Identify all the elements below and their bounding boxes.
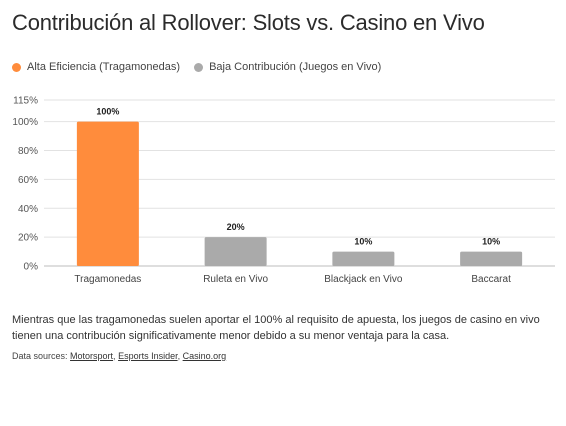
bar xyxy=(460,251,523,266)
bar xyxy=(332,251,395,266)
y-tick-label: 100% xyxy=(12,117,38,128)
x-tick-label: Ruleta en Vivo xyxy=(203,274,268,285)
source-link-casino-org[interactable]: Casino.org xyxy=(182,351,227,361)
x-tick-label: Blackjack en Vivo xyxy=(324,274,403,285)
x-tick-label: Tragamonedas xyxy=(74,274,141,285)
sources-prefix: Data sources: xyxy=(12,351,71,361)
legend-item-low: Baja Contribución (Juegos en Vivo) xyxy=(194,61,381,73)
y-tick-label: 80% xyxy=(18,146,38,157)
source-link-esports-insider[interactable]: Esports Insider xyxy=(118,351,178,361)
chart-caption: Mientras que las tragamonedas suelen apo… xyxy=(12,314,540,342)
x-tick-label: Baccarat xyxy=(471,274,511,285)
legend: Alta Eficiencia (Tragamonedas) Baja Cont… xyxy=(12,61,395,73)
chart-title: Contribución al Rollover: Slots vs. Casi… xyxy=(12,10,485,35)
legend-dot-gray xyxy=(194,62,204,72)
y-tick-label: 20% xyxy=(18,233,38,244)
legend-label-low: Baja Contribución (Juegos en Vivo) xyxy=(209,61,382,73)
bar xyxy=(204,237,267,266)
y-tick-label: 40% xyxy=(18,204,38,215)
bar-chart: 0% 20% 40% 60% 80% 100% 115% 100% Tragamonedas 20… xyxy=(12,96,555,285)
source-link-motorsport[interactable]: Motorsport xyxy=(70,351,114,361)
legend-dot-orange xyxy=(12,62,21,72)
legend-label-high: Alta Eficiencia (Tragamonedas) xyxy=(27,61,181,73)
bar xyxy=(76,121,139,266)
y-tick-label: 115% xyxy=(13,96,38,107)
data-label: 10% xyxy=(482,237,500,247)
data-label: 100% xyxy=(96,107,119,117)
legend-item-high: Alta Eficiencia (Tragamonedas) xyxy=(12,61,180,73)
data-label: 10% xyxy=(354,237,372,247)
data-sources: Data sources: Motorsport, Esports Inside… xyxy=(12,351,227,361)
y-tick-label: 60% xyxy=(18,175,38,186)
data-label: 20% xyxy=(227,222,245,232)
y-tick-label: 0% xyxy=(24,262,39,273)
